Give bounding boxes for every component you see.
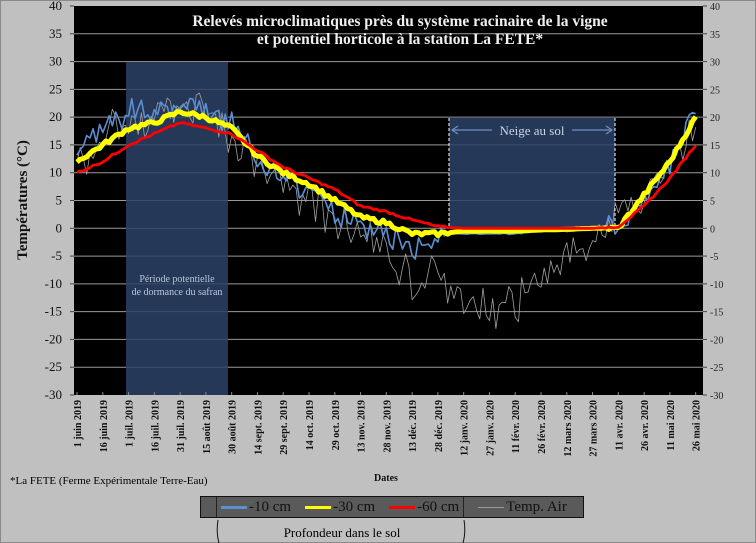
y-tick-label-right: 0 [710, 224, 715, 235]
x-tick-label: 31 juil. 2019 [176, 400, 187, 452]
y-tick-label-right: -30 [710, 391, 723, 402]
y-tick-label-right: 20 [710, 113, 720, 124]
legend-swatch-blue [221, 505, 247, 509]
y-tick-label-right: -25 [710, 363, 723, 374]
legend-swatch-red [389, 505, 416, 509]
y-tick-label-right: -15 [710, 308, 723, 319]
legend: -10 cm -30 cm -60 cm Temp. Air [200, 496, 584, 518]
y-tick-label: -30 [45, 387, 62, 402]
y-axis-right: 40 35 30 25 20 15 10 5 0 -5 -10 -15 -20 -25 -30 [703, 2, 723, 402]
x-tick-label: 11 févr. 2020 [511, 400, 522, 453]
x-tick-label: 1 juil. 2019 [125, 400, 136, 447]
y-tick-label: -10 [45, 276, 62, 291]
y-tick-label-right: 35 [710, 30, 720, 41]
x-tick-label: 26 févr. 2020 [537, 400, 548, 454]
legend-item-60cm[interactable]: -60 cm [389, 497, 463, 517]
arrow-left-icon [450, 125, 459, 135]
x-tick-label: 27 mars 2020 [589, 400, 600, 457]
legend-swatch-gray [478, 506, 505, 508]
y-axis-left: 40 35 30 25 20 15 10 5 0 -5 -10 -15 -20 -25 -30 [45, 0, 74, 402]
x-tick-label: 27 janv. 2020 [485, 400, 496, 456]
y-tick-label: -15 [45, 304, 62, 319]
x-tick-label: 14 oct. 2019 [305, 400, 316, 450]
y-tick-label-right: -5 [710, 252, 718, 263]
legend-item-10cm[interactable]: -10 cm [217, 497, 305, 517]
legend-label: -60 cm [417, 498, 460, 515]
y-tick-label-right: 10 [710, 169, 720, 180]
x-tick-label: 29 oct. 2019 [331, 400, 342, 450]
series-layer [75, 92, 698, 330]
brace-left [216, 519, 220, 543]
legend-group-label: Profondeur dans le sol [283, 525, 401, 540]
y-tick-label: -5 [51, 248, 62, 263]
dormance-label-line2: de dormance du safran [132, 287, 223, 298]
y-tick-label: 25 [49, 81, 62, 96]
footnote: *La FETE (Ferme Expérimentale Terre-Eau) [10, 475, 208, 487]
chart-title-line2: et potentiel horticole à la station La F… [257, 31, 544, 48]
y-tick-label: 0 [56, 220, 63, 235]
legend-label: Temp. Air [506, 498, 567, 515]
x-tick-label: 12 janv. 2020 [460, 400, 471, 456]
x-tick-label: 29 sept. 2019 [279, 400, 290, 455]
x-tick-label: 16 juil. 2019 [150, 400, 161, 452]
series-line-tempair [76, 92, 697, 330]
legend-label: -30 cm [333, 498, 376, 515]
x-tick-label: 11 mai 2020 [666, 400, 677, 451]
legend-label: -10 cm [249, 498, 292, 515]
y-tick-label-right: -10 [710, 280, 723, 291]
x-axis: 1 juin 2019 16 juin 2019 1 juil. 2019 16 ju… [73, 392, 703, 457]
x-axis-label: Dates [374, 473, 398, 484]
y-tick-label: 20 [49, 109, 62, 124]
y-tick-label-right: 30 [710, 58, 720, 69]
x-tick-label: 13 nov. 2019 [357, 400, 368, 453]
arrow-right-icon [605, 125, 614, 135]
y-tick-label: 35 [49, 26, 62, 41]
y-axis-label: Températures (°C) [15, 140, 31, 260]
y-tick-label: -20 [45, 331, 62, 346]
y-tick-label-right: -20 [710, 335, 723, 346]
x-tick-label: 12 mars 2020 [563, 400, 574, 457]
y-tick-label: -25 [45, 359, 62, 374]
x-tick-label: 15 août 2019 [202, 400, 213, 454]
snow-label: Neige au sol [500, 123, 565, 138]
legend-padding [201, 497, 217, 517]
y-tick-label-right: 40 [710, 2, 720, 13]
chart-title-line1: Relevés microclimatiques près du système… [192, 13, 607, 30]
legend-item-30cm[interactable]: -30 cm [305, 497, 389, 517]
y-tick-label-right: 15 [710, 141, 720, 152]
dormance-label-line1: Période potentielle [139, 274, 215, 285]
y-tick-label-right: 25 [710, 85, 720, 96]
x-tick-label: 26 mai 2020 [692, 400, 703, 451]
x-tick-label: 13 déc. 2019 [408, 400, 419, 452]
snow-period-band [449, 118, 615, 228]
x-tick-label: 14 sept. 2019 [253, 400, 264, 455]
x-tick-label: 28 nov. 2019 [382, 400, 393, 453]
legend-item-air[interactable]: Temp. Air [463, 497, 581, 517]
x-tick-label: 28 déc. 2019 [434, 400, 445, 452]
legend-swatch-yellow [305, 505, 332, 509]
x-tick-label: 11 avr. 2020 [614, 400, 625, 450]
x-tick-label: 16 juin 2019 [99, 400, 110, 452]
brace-right [462, 519, 466, 543]
series-line-60cm [76, 120, 697, 230]
y-tick-label: 15 [49, 137, 62, 152]
y-tick-label: 5 [56, 193, 63, 208]
y-tick-label: 10 [49, 165, 62, 180]
x-tick-label: 26 avr. 2020 [640, 400, 651, 451]
y-tick-label-right: 5 [710, 197, 715, 208]
x-tick-label: 1 juin 2019 [73, 400, 84, 447]
x-tick-label: 30 août 2019 [228, 400, 239, 454]
y-tick-label: 30 [49, 54, 62, 69]
y-tick-label: 40 [49, 0, 62, 13]
